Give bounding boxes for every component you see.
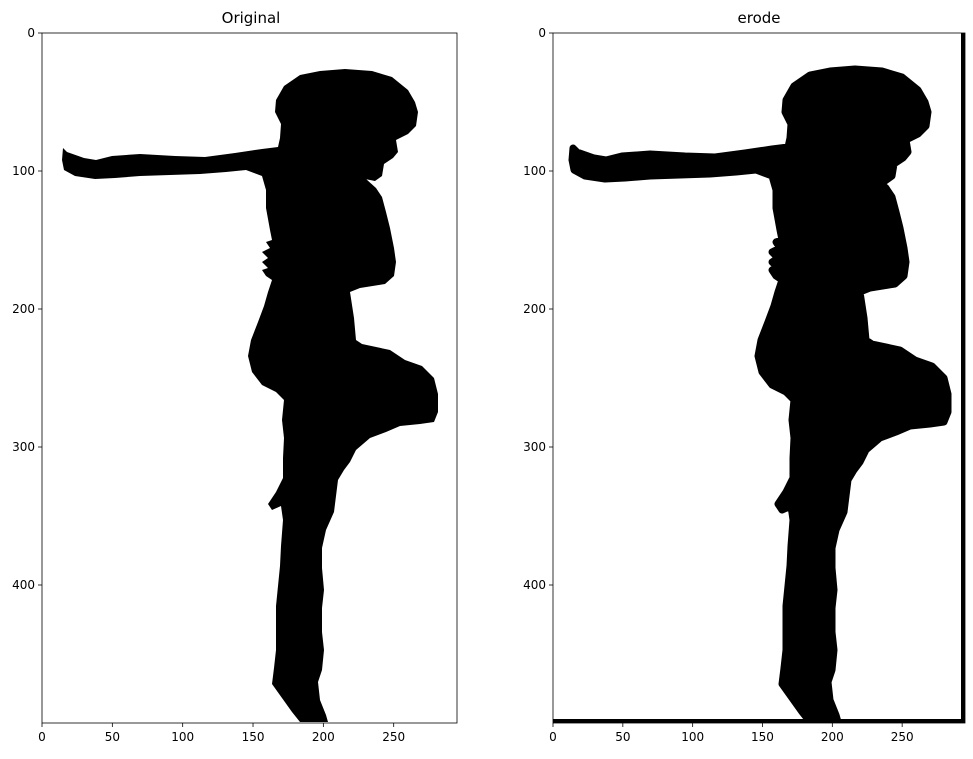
title-erode: erode [738,9,781,27]
y-tick-label: 300 [12,440,35,454]
y-tick-label: 100 [523,164,546,178]
x-tick-label: 250 [382,730,405,744]
axes-original: Original 0 50 100 150 200 250 0 100 200 300 400 [12,9,458,744]
axes-erode: erode 0 50 100 150 200 250 0 100 200 300 400 [523,9,966,744]
x-tick-label: 50 [615,730,630,744]
x-tick-label: 250 [891,730,914,744]
y-tick-label: 200 [523,302,546,316]
y-tick-label: 300 [523,440,546,454]
x-tick-label: 150 [751,730,774,744]
x-ticks-original: 0 50 100 150 200 250 [38,723,405,744]
x-tick-label: 0 [549,730,557,744]
y-ticks-original: 0 100 200 300 400 [12,26,42,592]
x-tick-label: 200 [821,730,844,744]
axes-frame-original [41,32,458,724]
x-ticks-erode: 0 50 100 150 200 250 [549,723,914,744]
y-tick-label: 100 [12,164,35,178]
x-tick-label: 0 [38,730,46,744]
y-ticks-erode: 0 100 200 300 400 [523,26,553,592]
y-tick-label: 400 [523,578,546,592]
x-tick-label: 150 [242,730,265,744]
y-tick-label: 400 [12,578,35,592]
y-tick-label: 0 [27,26,35,40]
y-tick-label: 0 [538,26,546,40]
title-original: Original [222,9,281,27]
axes-frame-erode [552,32,966,724]
erode-border-bottom [553,719,965,723]
x-tick-label: 100 [681,730,704,744]
x-tick-label: 200 [312,730,335,744]
y-tick-label: 200 [12,302,35,316]
x-tick-label: 50 [105,730,120,744]
erode-border-right [961,33,965,723]
x-tick-label: 100 [171,730,194,744]
